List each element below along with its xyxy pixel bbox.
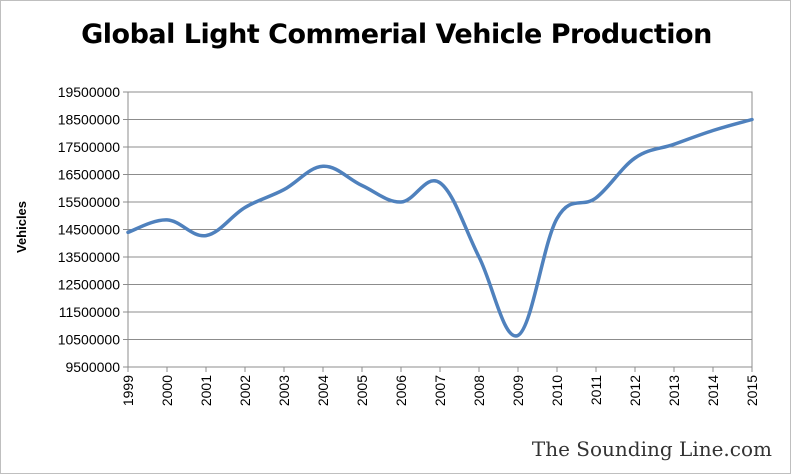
x-tick-label: 1999: [120, 375, 136, 406]
x-tick-label: 2013: [666, 375, 682, 406]
y-tick-label: 9500000: [65, 359, 120, 375]
x-tick-label: 2008: [471, 375, 487, 406]
y-tick-label: 14500000: [58, 222, 121, 238]
x-tick-label: 2014: [705, 375, 721, 406]
gridlines: [128, 91, 752, 368]
x-tick-label: 2015: [744, 375, 760, 406]
x-tick-label: 2001: [198, 375, 214, 406]
x-tick-label: 2006: [393, 375, 409, 406]
x-tick-label: 2010: [549, 375, 565, 406]
x-tick-label: 2002: [237, 375, 253, 406]
watermark: The Sounding Line.com: [531, 437, 772, 461]
series-layer: [126, 117, 754, 338]
y-axis-title: Vehicles: [14, 201, 29, 253]
axes: [123, 91, 753, 372]
y-tick-label: 13500000: [58, 249, 121, 265]
y-tick-label: 15500000: [58, 194, 121, 210]
y-tick-label: 16500000: [58, 167, 121, 183]
y-tick-label: 12500000: [58, 277, 121, 293]
chart-title: Global Light Commerial Vehicle Productio…: [81, 19, 712, 50]
x-tick-label: 2005: [354, 375, 370, 406]
y-tick-label: 19500000: [58, 84, 121, 100]
x-tick-label: 2011: [588, 375, 604, 405]
x-tick-label: 2012: [627, 375, 643, 406]
x-tick-label: 2003: [276, 375, 292, 406]
y-tick-label: 18500000: [58, 112, 121, 128]
x-tick-label: 2009: [510, 375, 526, 406]
x-tick-label: 2007: [432, 375, 448, 406]
x-tick-label: 2000: [159, 375, 175, 406]
y-tick-label: 11500000: [59, 304, 120, 320]
x-tick-label: 2004: [315, 375, 331, 406]
x-tick-labels: 1999 2000 2001 2002 2003 2004 2005 2006 2007 2008…: [120, 375, 760, 406]
y-tick-label: 10500000: [58, 332, 121, 348]
y-tick-labels: 19500000 18500000 17500000 16500000 15500000…: [58, 84, 121, 375]
series-line: [126, 117, 754, 338]
y-tick-label: 17500000: [58, 139, 121, 155]
